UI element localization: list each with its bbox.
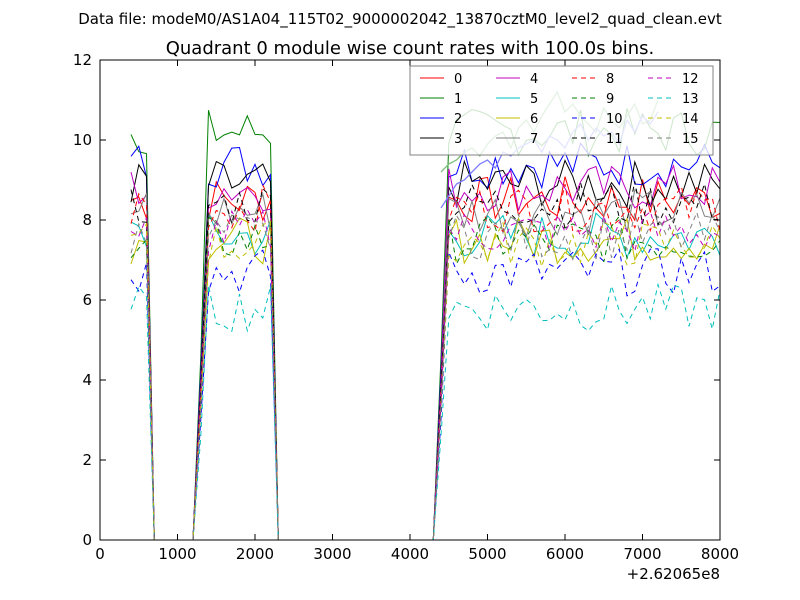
legend-label-4: 4	[530, 72, 538, 87]
chart-title: Quadrant 0 module wise count rates with …	[166, 38, 655, 59]
legend-label-1: 1	[454, 92, 462, 107]
series-line-2	[130, 142, 721, 541]
x-offset-label: +2.62065e8	[627, 565, 720, 583]
legend-label-12: 12	[682, 72, 699, 87]
legend-label-10: 10	[606, 112, 623, 127]
legend-label-8: 8	[606, 72, 614, 87]
series-line-4	[130, 164, 721, 541]
x-tick-label: 1000	[158, 545, 196, 563]
series-line-10	[130, 247, 721, 541]
legend-label-5: 5	[530, 92, 538, 107]
y-tick-label: 12	[73, 51, 92, 69]
series-line-9	[130, 215, 721, 541]
series-line-5	[130, 212, 721, 541]
y-tick-label: 8	[82, 211, 92, 229]
legend-label-3: 3	[454, 132, 462, 147]
x-tick-label: 8000	[701, 545, 739, 563]
axis-ticks: 0 1000 2000 3000 4000 5000 6000 7000 80000246810…	[73, 51, 739, 563]
legend-box	[409, 65, 714, 156]
y-tick-label: 4	[82, 371, 92, 389]
x-tick-label: 6000	[546, 545, 584, 563]
series-line-0	[130, 176, 721, 541]
legend-label-9: 9	[606, 92, 614, 107]
series-line-11	[130, 181, 721, 541]
series-line-8	[130, 183, 721, 541]
y-tick-label: 0	[82, 531, 92, 549]
series-line-6	[130, 216, 721, 541]
legend-label-15: 15	[682, 132, 699, 147]
y-tick-label: 6	[82, 291, 92, 309]
series-line-12	[130, 208, 721, 541]
y-tick-label: 10	[73, 131, 92, 149]
series-line-15	[130, 210, 721, 541]
x-tick-label: 4000	[391, 545, 429, 563]
legend-label-0: 0	[454, 72, 462, 87]
x-tick-label: 2000	[236, 545, 274, 563]
series-line-3	[130, 159, 721, 541]
legend-label-14: 14	[682, 112, 699, 127]
series-line-14	[130, 220, 721, 541]
legend-label-7: 7	[530, 132, 538, 147]
series-line-13	[130, 282, 721, 541]
x-tick-label: 5000	[468, 545, 506, 563]
x-tick-label: 0	[95, 545, 105, 563]
x-tick-label: 7000	[623, 545, 661, 563]
y-tick-label: 2	[82, 451, 92, 469]
series-layer	[130, 90, 721, 541]
legend-label-2: 2	[454, 112, 462, 127]
legend-label-13: 13	[682, 92, 699, 107]
legend-label-11: 11	[606, 132, 623, 147]
data-file-label: Data file: modeM0/AS1A04_115T02_90000020…	[78, 10, 722, 29]
legend-label-6: 6	[530, 112, 538, 127]
x-tick-label: 3000	[313, 545, 351, 563]
